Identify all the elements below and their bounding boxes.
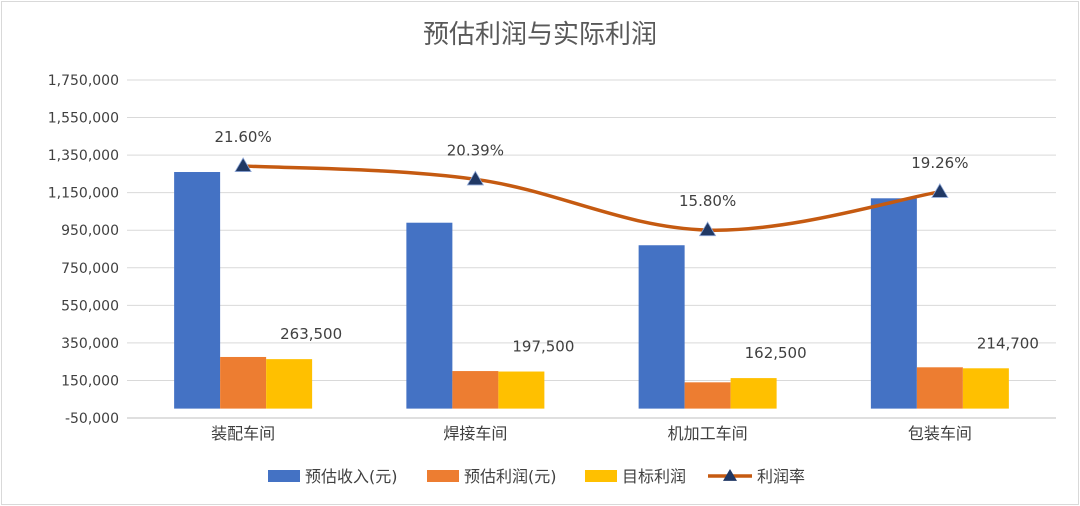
y-tick-label: 750,000 [61, 261, 119, 277]
bar-3-1 [266, 359, 313, 409]
triangle-marker [234, 157, 252, 172]
bar-1-2 [406, 222, 453, 409]
chart-title: 预估利润与实际利润 [423, 20, 657, 50]
triangle-marker [698, 221, 717, 237]
bar-2-1 [220, 356, 267, 409]
legend-label: 利润率 [757, 467, 805, 486]
legend-swatch [585, 470, 617, 482]
triangle-marker [931, 183, 949, 198]
category-label: 包装车间 [908, 424, 972, 443]
legend-swatch [427, 470, 459, 482]
bar-data-label: 263,500 [280, 325, 342, 343]
bar-1-4 [870, 198, 917, 409]
bar-series [174, 172, 1009, 409]
bar-data-label: 197,500 [512, 338, 574, 356]
y-tick-label: 550,000 [61, 298, 119, 314]
category-label: 装配车间 [211, 424, 275, 443]
legend-swatch [268, 470, 300, 482]
line-data-label: 19.26% [911, 154, 968, 172]
legend-triangle-icon [723, 469, 737, 481]
y-tick-label: 1,750,000 [48, 73, 119, 89]
y-tick-label: 1,550,000 [48, 111, 119, 127]
bar-1-3 [638, 245, 685, 409]
legend-label: 预估收入(元) [305, 467, 398, 486]
bar-3-3 [730, 378, 777, 409]
y-tick-label: 150,000 [61, 373, 119, 389]
triangle-marker [466, 170, 485, 186]
bar-data-label: 214,700 [977, 334, 1039, 352]
y-tick-label: 1,150,000 [48, 186, 119, 202]
bar-2-4 [916, 367, 963, 409]
profit-rate-line [234, 157, 949, 237]
category-label: 焊接车间 [443, 424, 507, 443]
legend: 预估收入(元) 预估利润(元) 目标利润 利润率 [268, 467, 805, 486]
y-tick-label: 350,000 [61, 336, 119, 352]
bar-2-3 [684, 382, 731, 409]
line-data-label: 20.39% [447, 141, 504, 159]
y-tick-label: -50,000 [65, 411, 119, 427]
y-tick-label: 1,350,000 [48, 148, 119, 164]
legend-label: 目标利润 [622, 467, 686, 486]
y-axis: -50,000 150,000 350,000 550,000 750,000 950,0… [48, 73, 119, 427]
x-axis: 装配车间 焊接车间 机加工车间 包装车间 [127, 417, 1056, 443]
line-data-label: 15.80% [679, 192, 736, 210]
line-data-label: 21.60% [215, 128, 272, 146]
y-tick-label: 950,000 [61, 223, 119, 239]
profit-rate-path [241, 164, 942, 232]
data-labels: 263,500 197,500 162,500 214,700 21.60% 20.39%… [215, 128, 1039, 362]
bar-data-label: 162,500 [745, 344, 807, 362]
bar-3-2 [498, 371, 545, 409]
category-label: 机加工车间 [668, 424, 748, 443]
legend-label: 预估利润(元) [464, 467, 557, 486]
bar-3-4 [962, 368, 1009, 409]
bar-1-1 [174, 172, 221, 409]
bar-2-2 [452, 371, 499, 409]
